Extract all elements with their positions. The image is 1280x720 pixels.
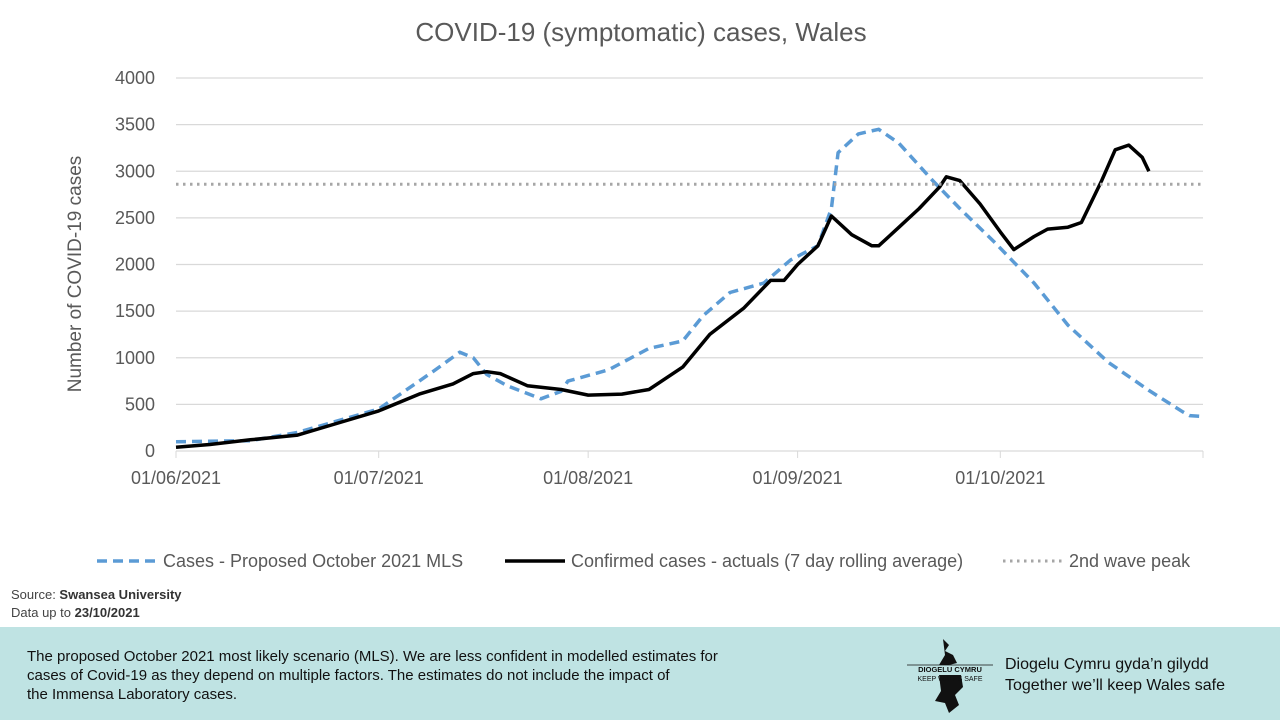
- svg-text:KEEP WALES SAFE: KEEP WALES SAFE: [918, 676, 983, 683]
- legend-label: 2nd wave peak: [1069, 551, 1191, 571]
- series-line-1: [175, 143, 1151, 450]
- y-tick-label: 3500: [115, 115, 155, 135]
- note-line: The proposed October 2021 most likely sc…: [27, 648, 718, 665]
- data-date-line: Data up to 23/10/2021: [11, 605, 140, 620]
- note-line: the Immensa Laboratory cases.: [27, 686, 238, 703]
- line-chart: COVID-19 (symptomatic) cases, Wales Numb…: [65, 17, 1204, 571]
- source-label: Source:: [11, 587, 60, 602]
- y-axis-label: Number of COVID-19 cases: [65, 156, 86, 393]
- y-tick-label: 3000: [115, 161, 155, 181]
- x-tick-label: 01/07/2021: [334, 468, 424, 488]
- source-value: Swansea University: [59, 587, 182, 602]
- series-line-0: [175, 127, 1204, 444]
- y-tick-label: 4000: [115, 68, 155, 88]
- data-date-value: 23/10/2021: [74, 605, 140, 620]
- footer-note: The proposed October 2021 most likely sc…: [27, 647, 827, 704]
- x-tick-label: 01/10/2021: [955, 468, 1045, 488]
- x-tick-label: 01/08/2021: [543, 468, 633, 488]
- y-tick-label: 2000: [115, 255, 155, 275]
- chart-title: COVID-19 (symptomatic) cases, Wales: [415, 17, 866, 47]
- legend-label: Confirmed cases - actuals (7 day rolling…: [571, 551, 963, 571]
- y-tick-label: 2500: [115, 208, 155, 228]
- y-tick-label: 1000: [115, 348, 155, 368]
- x-tick-label: 01/09/2021: [753, 468, 843, 488]
- footer-banner: The proposed October 2021 most likely sc…: [0, 627, 1280, 720]
- legend-label: Cases - Proposed October 2021 MLS: [163, 551, 463, 571]
- slogan-welsh: Diogelu Cymru gyda’n gilydd: [1005, 656, 1209, 673]
- legend: Cases - Proposed October 2021 MLS Confirm…: [97, 551, 1191, 571]
- slogan-english: Together we’ll keep Wales safe: [1005, 677, 1225, 694]
- slogan: Diogelu Cymru gyda’n gilydd Together we’…: [1005, 654, 1225, 696]
- y-tick-label: 0: [145, 441, 155, 461]
- y-tick-label: 500: [125, 394, 155, 414]
- data-date-label: Data up to: [11, 605, 75, 620]
- x-tick-label: 01/06/2021: [131, 468, 221, 488]
- keep-wales-safe-logo: DIOGELU CYMRU KEEP WALES SAFE: [907, 639, 993, 713]
- source-line: Source: Swansea University: [11, 587, 182, 602]
- y-tick-label: 1500: [115, 301, 155, 321]
- svg-text:DIOGELU CYMRU: DIOGELU CYMRU: [918, 665, 982, 674]
- note-line: cases of Covid-19 as they depend on mult…: [27, 667, 670, 684]
